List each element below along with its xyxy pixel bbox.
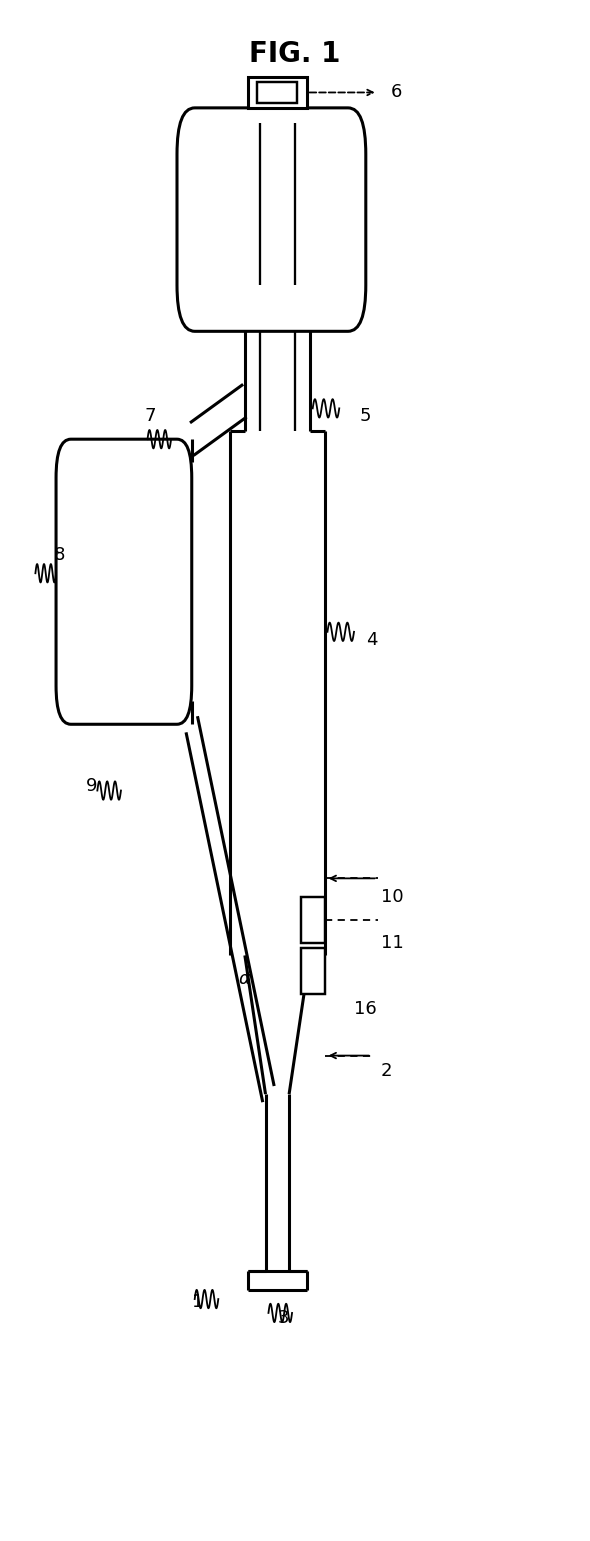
Text: 4: 4 [366, 630, 378, 649]
Text: 11: 11 [381, 934, 404, 952]
FancyBboxPatch shape [177, 108, 366, 331]
Text: 16: 16 [355, 1000, 377, 1019]
Text: 8: 8 [53, 546, 65, 564]
Text: 2: 2 [381, 1062, 392, 1080]
Text: 9: 9 [86, 777, 97, 795]
Bar [248, 77, 307, 108]
Bar [257, 82, 297, 103]
Bar [301, 948, 324, 994]
Text: 5: 5 [360, 407, 372, 425]
Text: $\alpha$: $\alpha$ [238, 969, 252, 988]
FancyBboxPatch shape [56, 439, 192, 724]
Text: 3: 3 [277, 1308, 289, 1327]
Text: 6: 6 [391, 83, 402, 102]
Text: FIG. 1: FIG. 1 [250, 40, 340, 68]
Text: 10: 10 [381, 888, 404, 906]
Text: 7: 7 [145, 407, 156, 425]
Bar [301, 897, 324, 943]
Text: 1: 1 [192, 1293, 204, 1311]
